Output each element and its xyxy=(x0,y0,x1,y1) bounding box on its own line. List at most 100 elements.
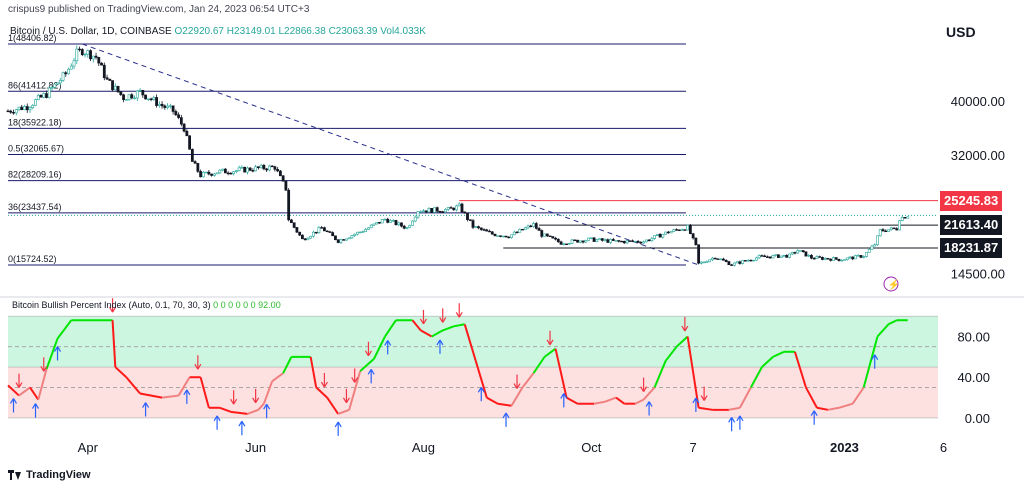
buy-signal-arrow-icon xyxy=(334,421,342,436)
candle-body xyxy=(416,211,420,218)
indicator-axis-tick: 0.00 xyxy=(965,411,990,426)
candle-body xyxy=(86,50,90,55)
candle-body xyxy=(67,68,70,75)
bpi-line-segment xyxy=(139,392,163,399)
candle-body xyxy=(865,252,868,257)
candle-body xyxy=(177,114,180,118)
candle-body xyxy=(69,65,73,70)
candle-body xyxy=(782,254,786,257)
candle-body xyxy=(31,104,35,108)
bpi-line-segment xyxy=(868,336,879,368)
candle-body xyxy=(232,171,236,175)
candle-body xyxy=(889,227,893,231)
candle-body xyxy=(262,164,266,170)
candle-body xyxy=(622,240,626,244)
candle-body xyxy=(402,225,406,229)
candle-body xyxy=(837,258,841,261)
bpi-line-segment xyxy=(348,370,362,411)
candle-body xyxy=(89,50,92,60)
candle-body xyxy=(821,257,824,260)
candle-body xyxy=(427,208,431,213)
bpi-line-segment xyxy=(282,356,293,374)
time-axis-tick: Oct xyxy=(581,440,602,455)
price-pane[interactable]: 1(48406.82) 86(41412.82) 18(35922.18) 0.5(3… xyxy=(6,33,938,292)
candle-body xyxy=(760,255,764,257)
candle-body xyxy=(171,105,175,112)
price-level-tag: 25245.83 xyxy=(940,190,1003,211)
bpi-line-segment xyxy=(593,400,606,405)
candle-body xyxy=(383,218,387,221)
candle-body xyxy=(135,90,139,99)
bpi-line-segment xyxy=(750,366,763,388)
candle-body xyxy=(292,222,296,228)
candle-body xyxy=(312,231,315,237)
candle-body xyxy=(190,148,194,162)
publisher-caption: crispus9 published on TradingView.com, J… xyxy=(8,4,310,15)
candle-body xyxy=(449,207,453,209)
candle-body xyxy=(743,260,747,262)
buy-signal-arrow-icon xyxy=(263,403,271,419)
sell-signal-arrow-icon xyxy=(700,386,708,401)
candle-body xyxy=(295,227,299,233)
candle-body xyxy=(548,235,552,237)
candle-body xyxy=(625,240,629,244)
bpi-line-segment xyxy=(653,360,667,388)
bpi-line-segment xyxy=(337,408,350,415)
candle-body xyxy=(578,240,582,243)
candle-body xyxy=(389,220,392,223)
tradingview-brand[interactable]: TradingView xyxy=(8,469,91,481)
candle-body xyxy=(204,171,208,174)
candle-body xyxy=(482,229,486,231)
buy-signal-arrow-icon xyxy=(477,386,485,402)
candle-body xyxy=(843,259,846,261)
sell-signal-arrow-icon xyxy=(513,374,521,389)
candle-body xyxy=(903,217,907,219)
candle-body xyxy=(353,233,357,236)
sell-signal-arrow-icon xyxy=(439,308,447,323)
time-axis-tick: 7 xyxy=(690,440,697,455)
fib-level-label: 18(35922.18) xyxy=(8,117,62,127)
sell-signal-arrow-icon xyxy=(320,373,328,388)
candle-body xyxy=(818,256,822,258)
bpi-line-segment xyxy=(888,319,898,326)
candle-body xyxy=(732,262,736,266)
candle-body xyxy=(358,231,362,234)
candle-body xyxy=(529,225,533,227)
candle-body xyxy=(468,219,472,221)
sell-signal-arrow-icon xyxy=(194,355,202,370)
buy-signal-arrow-icon xyxy=(367,369,375,384)
bpi-line-segment xyxy=(463,324,477,362)
indicator-pane[interactable] xyxy=(7,298,938,436)
candle-body xyxy=(521,228,524,231)
sell-signal-arrow-icon xyxy=(364,341,372,357)
candle-body xyxy=(788,253,791,258)
candle-body xyxy=(47,87,51,98)
candle-body xyxy=(314,231,318,234)
bpi-line-segment xyxy=(431,329,444,338)
bpi-line-segment xyxy=(805,386,818,409)
candle-body xyxy=(267,165,271,171)
bpi-line-segment xyxy=(359,358,375,372)
candle-body xyxy=(237,167,241,171)
price-axis-tick: 40000.00 xyxy=(951,94,1005,109)
candle-body xyxy=(691,233,695,239)
candle-body xyxy=(807,254,811,257)
candle-body xyxy=(149,98,153,100)
candle-body xyxy=(738,261,742,264)
bpi-line-segment xyxy=(114,366,127,378)
candle-body xyxy=(347,237,351,240)
volume: Vol4.033K xyxy=(380,26,426,37)
bpi-line-segment xyxy=(604,396,617,403)
candle-body xyxy=(336,239,340,243)
candle-body xyxy=(471,220,475,228)
time-axis-tick: Jun xyxy=(245,440,266,455)
candle-body xyxy=(25,106,29,111)
candle-body xyxy=(212,173,216,176)
candle-body xyxy=(730,264,734,266)
candle-body xyxy=(179,117,183,125)
candle-body xyxy=(510,234,513,239)
candle-body xyxy=(777,254,780,258)
candle-body xyxy=(856,255,860,257)
candle-body xyxy=(504,235,508,238)
